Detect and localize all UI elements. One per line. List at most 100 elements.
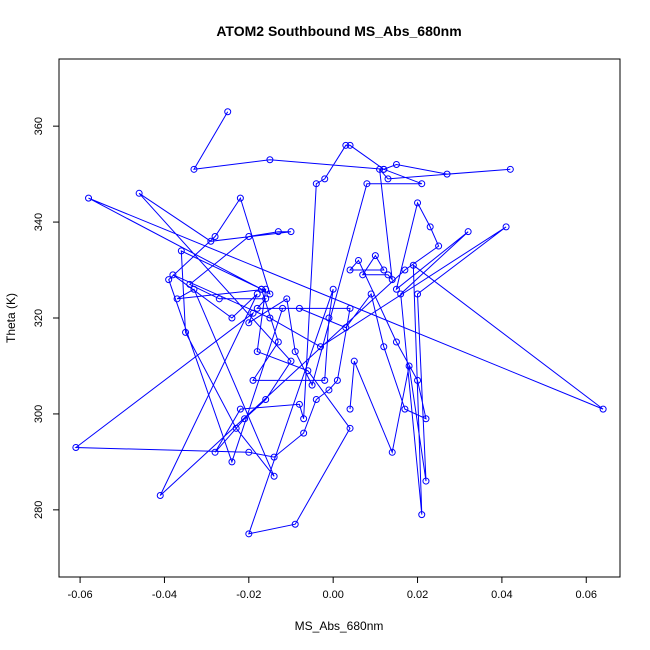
data-point <box>359 271 367 279</box>
data-point <box>245 319 253 327</box>
data-point <box>300 415 308 423</box>
data-point <box>295 400 303 408</box>
data-point <box>325 314 333 322</box>
data-point <box>266 156 274 164</box>
plot-frame <box>58 58 621 578</box>
x-tick-label: 0.00 <box>322 589 343 601</box>
data-point <box>291 348 299 356</box>
data-point <box>236 405 244 413</box>
data-point <box>291 520 299 528</box>
y-tick-label: 280 <box>33 501 45 519</box>
data-point <box>228 458 236 466</box>
data-point <box>304 367 312 375</box>
data-point <box>384 175 392 183</box>
data-point <box>257 285 265 293</box>
data-point <box>325 386 333 394</box>
data-point <box>262 295 270 303</box>
data-point <box>186 280 194 288</box>
data-point <box>367 290 375 298</box>
data-point <box>253 290 261 298</box>
data-point <box>253 348 261 356</box>
x-tick-label: -0.04 <box>152 589 177 601</box>
data-point <box>224 108 232 116</box>
data-point <box>85 194 93 202</box>
data-point <box>165 276 173 284</box>
data-point <box>329 285 337 293</box>
data-point <box>350 357 358 365</box>
data-point <box>342 324 350 332</box>
data-point <box>245 232 253 240</box>
x-tick-label: 0.06 <box>576 589 597 601</box>
data-point <box>502 223 510 231</box>
data-point <box>506 165 514 173</box>
series-line <box>74 111 604 535</box>
data-point <box>190 285 198 293</box>
x-tick-label: 0.02 <box>407 589 428 601</box>
data-point <box>169 271 177 279</box>
data-point <box>346 266 354 274</box>
data-point <box>422 477 430 485</box>
data-point <box>418 180 426 188</box>
data-point <box>283 295 291 303</box>
data-point <box>211 448 219 456</box>
data-point <box>270 453 278 461</box>
data-point <box>397 290 405 298</box>
data-point <box>388 276 396 284</box>
y-tick-label: 340 <box>33 213 45 231</box>
data-point <box>418 511 426 519</box>
data-point <box>274 228 282 236</box>
data-point <box>312 396 320 404</box>
data-point <box>443 170 451 178</box>
data-point <box>287 228 295 236</box>
data-point <box>435 242 443 250</box>
data-point <box>182 328 190 336</box>
data-point <box>211 232 219 240</box>
data-point <box>312 180 320 188</box>
data-point <box>249 376 257 384</box>
data-point <box>262 396 270 404</box>
chart-title: ATOM2 Southbound MS_Abs_680nm <box>216 23 461 39</box>
data-point <box>401 266 409 274</box>
data-point <box>279 304 287 312</box>
data-point <box>274 338 282 346</box>
y-tick-label: 320 <box>33 309 45 327</box>
data-point <box>380 266 388 274</box>
data-point <box>371 252 379 260</box>
data-point <box>380 165 388 173</box>
x-tick-label: 0.04 <box>491 589 512 601</box>
data-point <box>346 405 354 413</box>
data-point <box>317 343 325 351</box>
data-point <box>300 429 308 437</box>
data-point <box>270 472 278 480</box>
data-point <box>426 223 434 231</box>
data-point <box>262 285 270 293</box>
data-point <box>308 381 316 389</box>
data-point <box>422 415 430 423</box>
data-point <box>207 237 215 245</box>
data-point <box>253 304 261 312</box>
data-point <box>392 285 400 293</box>
data-point <box>295 304 303 312</box>
data-point <box>156 491 164 499</box>
data-point <box>232 424 240 432</box>
y-axis-label: Theta (K) <box>4 293 18 343</box>
data-point <box>380 343 388 351</box>
y-axis: 280 300 320 340 360 <box>33 117 60 519</box>
data-point <box>354 256 362 264</box>
data-point <box>72 444 80 451</box>
y-tick-label: 300 <box>33 405 45 423</box>
data-point <box>388 448 396 456</box>
data-point <box>384 271 392 279</box>
data-point <box>346 424 354 432</box>
data-point <box>414 290 422 298</box>
data-point <box>599 405 607 413</box>
data-point <box>266 290 274 298</box>
x-axis-label: MS_Abs_680nm <box>295 619 384 633</box>
data-point <box>190 165 198 173</box>
data-point <box>363 180 371 188</box>
data-point <box>346 141 354 149</box>
data-point <box>236 194 244 202</box>
data-point <box>287 357 295 365</box>
data-point <box>173 295 181 303</box>
